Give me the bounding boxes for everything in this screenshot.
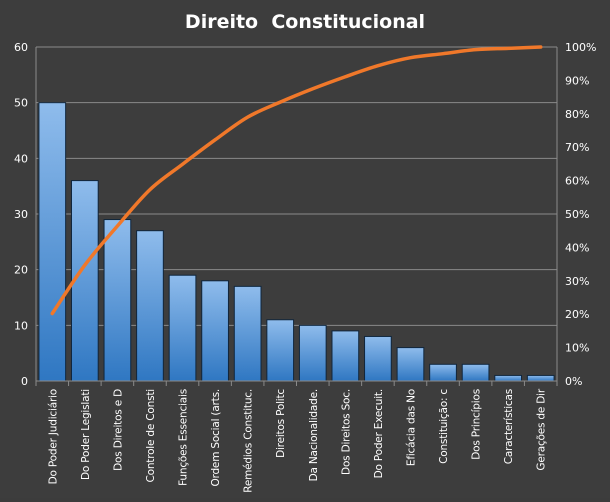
bars [38,102,555,382]
bar [396,347,425,382]
bar [266,319,295,382]
category-label: Ordem Social (arts. [210,389,222,487]
bar [298,324,327,382]
bar [364,335,392,382]
category-label: Funções Essenciais [178,389,190,486]
cumulative-line [50,45,543,316]
cumulative-line-path [50,45,543,316]
left-tick-label: 50 [14,97,28,110]
category-labels: Do Poder Judiciário Do Poder Legislati Dos… [47,388,547,493]
left-tick-label: 40 [14,152,28,165]
bar [331,330,360,382]
left-tick-label: 0 [21,375,28,388]
bar [168,274,197,382]
category-label: Da Nacionalidade. [308,389,320,481]
bar [429,363,457,382]
category-label: Do Poder Legislati [80,389,92,480]
left-axis-ticks: 0 10 20 30 40 50 60 [14,41,28,388]
bar [136,230,164,382]
axes [35,47,558,386]
bar [526,374,555,382]
right-tick-label: 50% [565,208,589,221]
category-label: Dos Direitos e D [112,389,124,471]
right-tick-label: 80% [565,108,589,121]
bar [201,280,229,382]
category-label: Controle de Consti [145,389,157,483]
left-tick-label: 10 [14,319,28,332]
category-label: Constituição: c [438,389,450,464]
category-label: Eficácia das No [405,389,417,466]
chart-title: Direito Constitucional [185,11,425,33]
right-tick-label: 20% [565,308,589,321]
category-label: Dos Direitos Soc. [340,389,352,475]
bar [494,374,523,382]
category-label: Características [503,389,515,464]
left-tick-label: 20 [14,264,28,277]
right-tick-label: 100% [565,41,596,54]
right-tick-label: 30% [565,275,589,288]
category-label: Do Poder Execuit. [373,389,385,478]
right-tick-label: 70% [565,141,589,154]
category-label: Gerações de Dir [536,388,548,470]
left-tick-label: 30 [14,208,28,221]
bar [461,363,490,382]
right-axis-ticks: 0% 10% 20% 30% 40% 50% 60% 70% 80% 90% 100% [565,41,596,388]
category-label: Direitos Politc [275,389,287,458]
bar [233,285,262,382]
right-tick-label: 60% [565,175,589,188]
right-tick-label: 10% [565,342,589,355]
bar [103,219,132,382]
category-label: Dos Princípios [471,389,483,460]
category-label: Do Poder Judiciário [47,389,59,484]
right-tick-label: 0% [565,375,582,388]
bar [38,102,67,382]
left-tick-label: 60 [14,41,28,54]
right-tick-label: 40% [565,241,589,254]
category-label: Remédios Constituc. [243,389,255,493]
right-tick-label: 90% [565,74,589,87]
